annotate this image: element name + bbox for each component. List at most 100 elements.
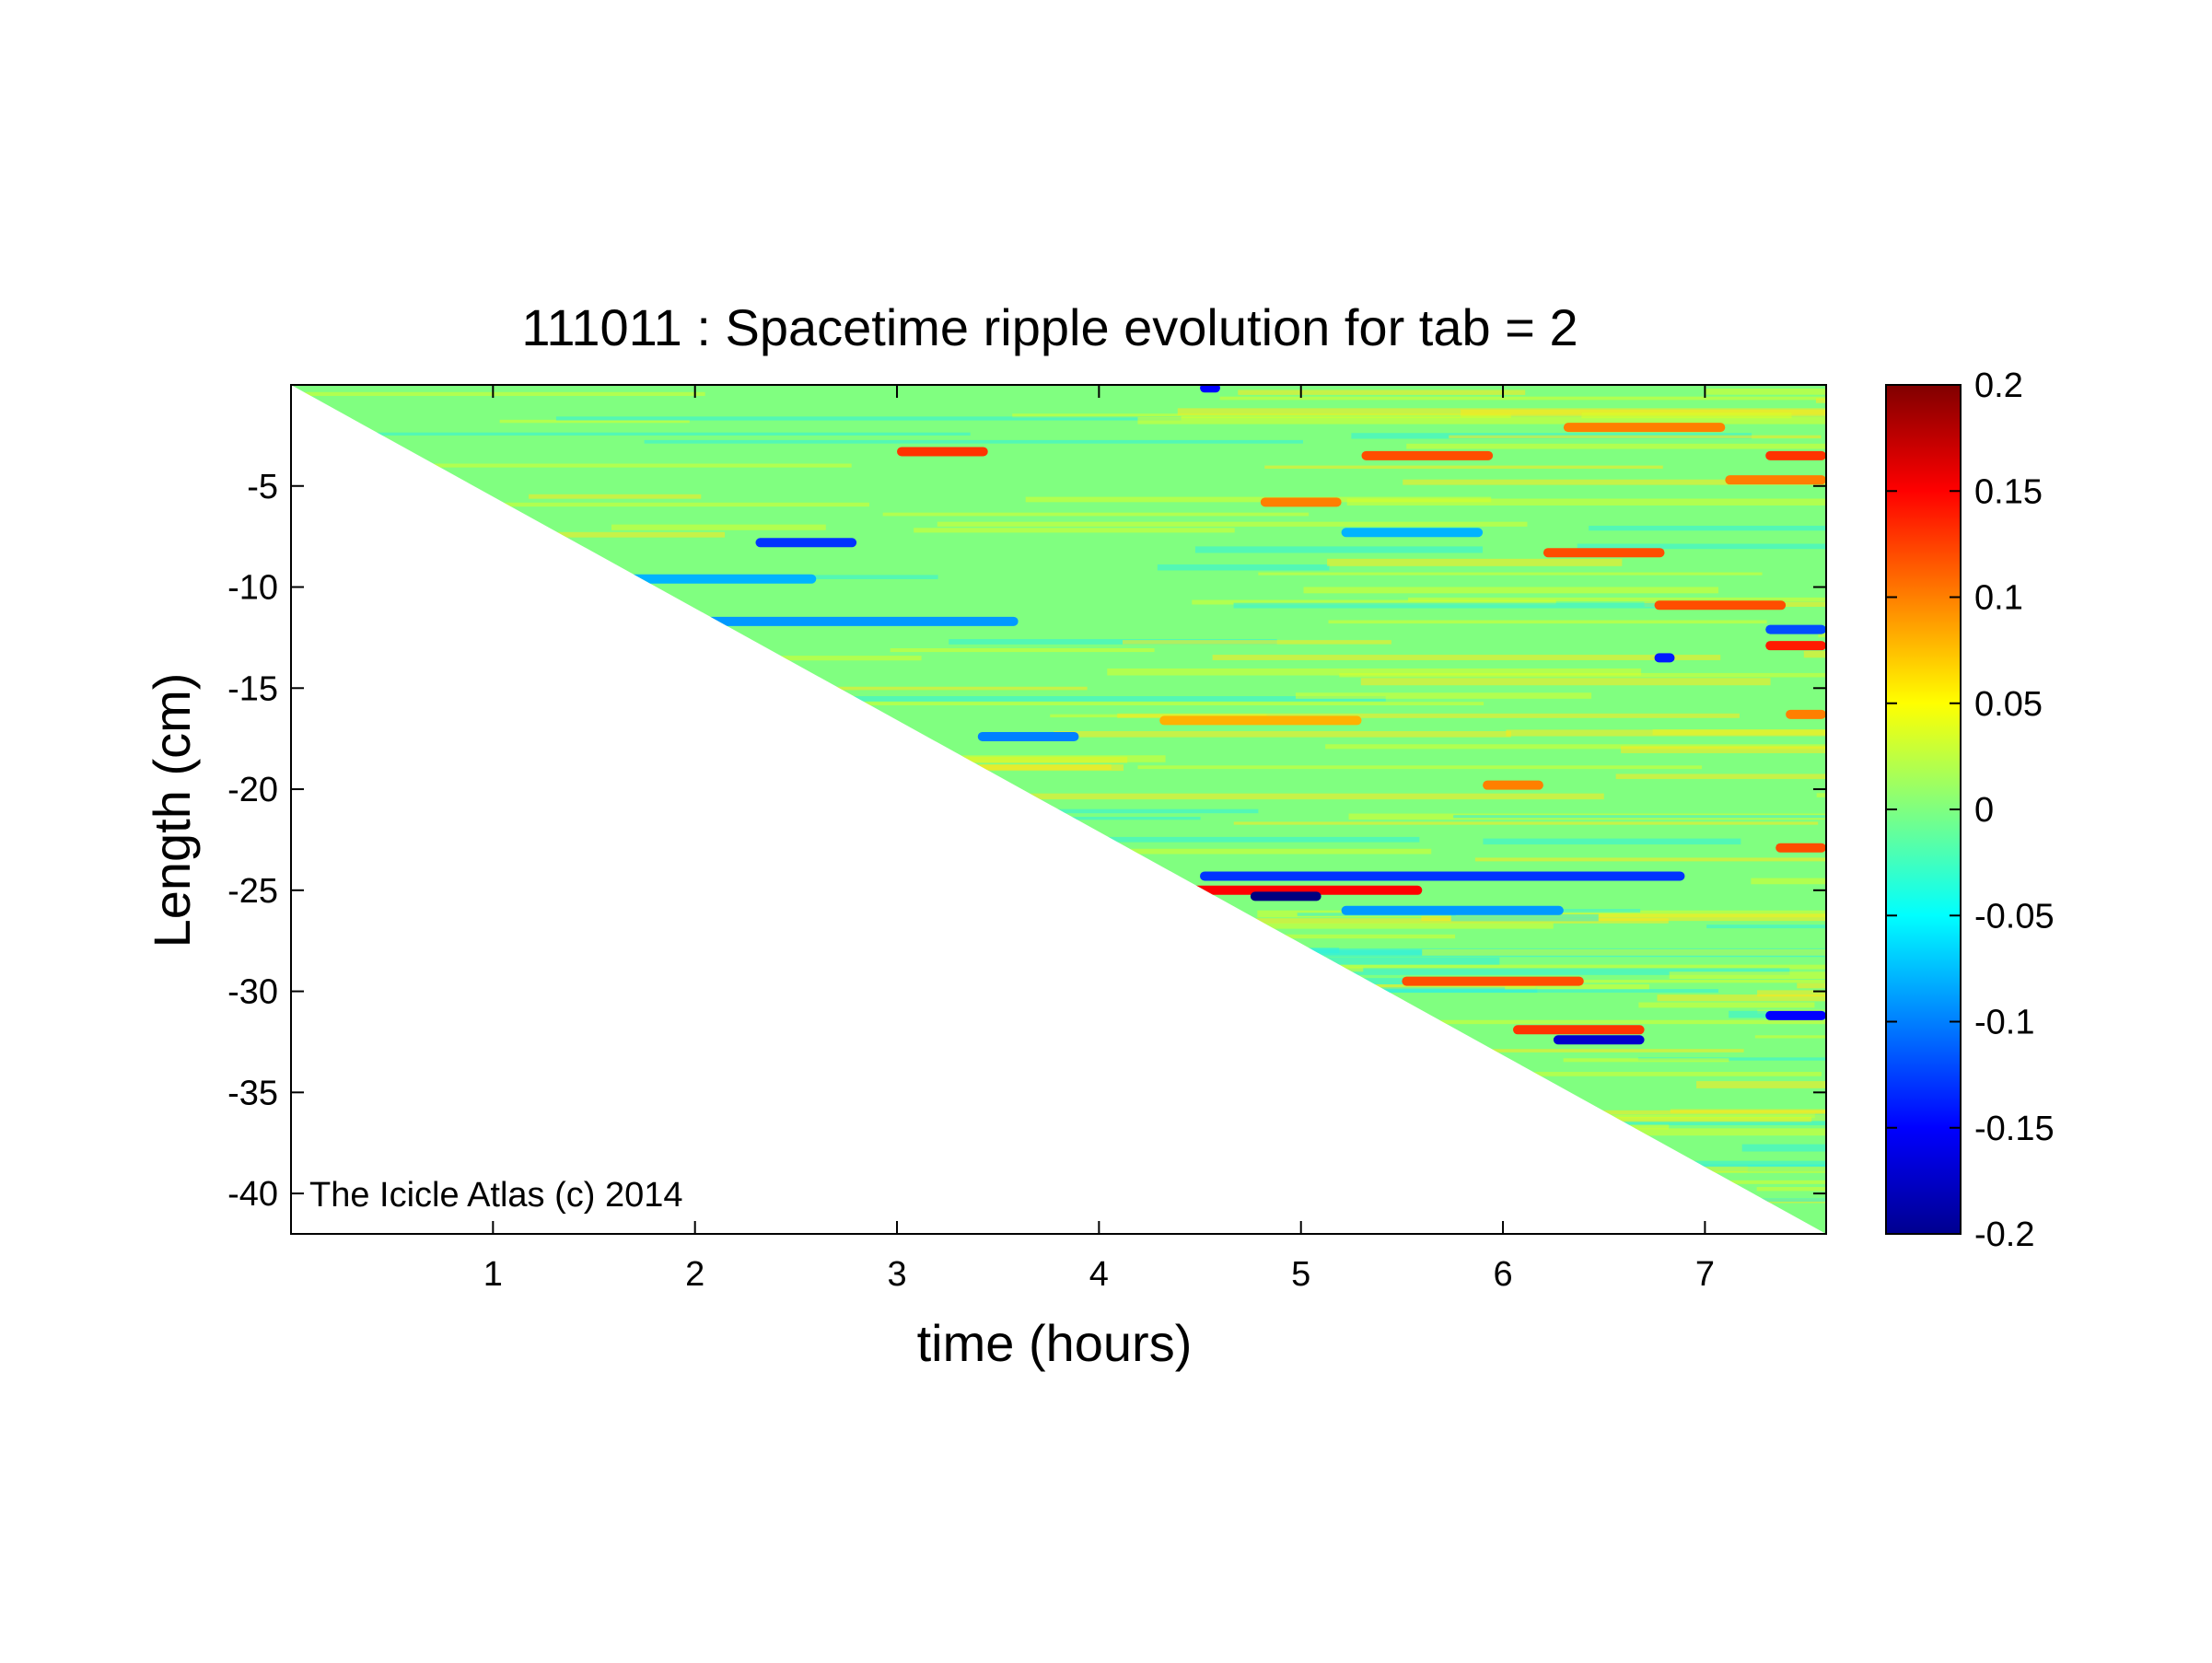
ripple-stripe — [583, 1111, 1185, 1114]
ripple-stripe — [1422, 948, 1826, 956]
y-tick-label: -40 — [227, 1175, 278, 1214]
y-tick-label: -25 — [227, 872, 278, 911]
ripple-stripe — [1219, 396, 1826, 401]
ripple-stripe — [450, 1060, 1180, 1066]
ripple-stripe — [1137, 765, 1703, 770]
colorbar-tick-label: 0 — [1974, 791, 1994, 830]
ripple-stripe — [1815, 398, 1826, 403]
ripple-feature-2 — [1563, 423, 1726, 433]
ripple-stripe — [490, 755, 1166, 762]
colorbar-tick-label: -0.05 — [1974, 897, 2055, 936]
ripple-stripe — [1816, 793, 1826, 797]
ripple-stripe — [1615, 773, 1826, 780]
ripple-stripe — [1483, 838, 1741, 845]
ripple-stripe — [371, 1078, 796, 1086]
ripple-feature-27 — [1786, 709, 1826, 719]
ripple-stripe — [1339, 672, 1826, 678]
ripple-stripe — [911, 848, 1432, 855]
ripple-stripe — [969, 793, 1604, 800]
ripple-stripe — [1403, 479, 1826, 485]
ripple-stripe — [413, 690, 772, 696]
colorbar-tick-label: -0.15 — [1974, 1110, 2055, 1148]
ripple-stripe — [499, 419, 690, 424]
ripple-feature-20 — [1250, 891, 1321, 901]
ripple-stripe — [882, 512, 1310, 517]
ripple-feature-19 — [1180, 885, 1423, 895]
ripple-stripe — [293, 1163, 517, 1167]
ripple-feature-23 — [1513, 1025, 1645, 1035]
ripple-stripe — [954, 764, 1123, 772]
colorbar-ticks: 0.2 0.15 0.1 0.05 0 -0.05 -0.1 -0.15 -0.2 — [1886, 366, 2055, 1254]
ripple-stripe — [1360, 678, 1771, 686]
ripple-stripe — [299, 903, 630, 910]
colorbar-tick-label: 0.2 — [1974, 366, 2023, 405]
x-axis-label: time (hours) — [917, 1314, 1193, 1372]
ripple-stripe — [1046, 1049, 1744, 1052]
ripple-stripe — [635, 904, 1149, 909]
ripple-stripe — [471, 502, 869, 507]
ripple-stripe — [1406, 443, 1826, 449]
ripple-feature-0 — [897, 447, 988, 457]
ripple-stripe — [1757, 990, 1826, 997]
ripple-stripe — [1506, 729, 1826, 737]
ripple-stripe — [806, 702, 1484, 705]
ripple-stripe — [472, 1141, 926, 1148]
ripple-stripe — [560, 977, 774, 981]
ripple-stripe — [1450, 913, 1599, 922]
ripple-stripe — [611, 524, 826, 530]
ripple-stripe — [1621, 746, 1826, 753]
ripple-feature-9 — [1654, 600, 1787, 611]
x-tick-label: 3 — [887, 1255, 906, 1294]
ripple-stripe — [413, 735, 747, 740]
y-tick-label: -10 — [227, 569, 278, 608]
ripple-stripe — [1328, 620, 1767, 624]
ripple-stripe — [1212, 655, 1721, 660]
chart-title: 111011 : Spacetime ripple evolution for … — [521, 298, 1578, 356]
ripple-stripe — [1122, 640, 1391, 645]
ripple-stripe — [667, 808, 1259, 814]
ripple-stripe — [1581, 412, 1792, 419]
ripple-stripe — [529, 494, 702, 499]
ripple-stripe — [1669, 971, 1826, 980]
ripple-stripe — [644, 439, 1303, 444]
ripple-stripe — [1264, 465, 1663, 470]
ripple-stripe — [1054, 731, 1511, 738]
ripple-feature-5 — [755, 538, 857, 548]
ripple-feature-10 — [1654, 653, 1675, 663]
ripple-stripe — [451, 1065, 1183, 1073]
ripple-feature-1 — [1361, 450, 1494, 460]
x-tick-label: 5 — [1291, 1255, 1310, 1294]
ripple-stripe — [1192, 599, 1556, 605]
ripple-stripe — [728, 970, 1327, 978]
plot-frame — [290, 384, 1827, 1235]
ripple-stripe — [1325, 744, 1826, 750]
ripple-stripe — [1637, 1057, 1826, 1061]
ripple-stripe — [293, 432, 971, 436]
ripple-stripe — [1260, 957, 1500, 965]
y-axis-label: Length (cm) — [143, 673, 201, 948]
colorbar-tick-label: 0.1 — [1974, 579, 2023, 618]
ripple-stripe — [1303, 587, 1718, 594]
ripple-stripe — [912, 934, 1456, 939]
ripple-stripe — [1346, 498, 1826, 506]
ripple-stripe — [1696, 1081, 1826, 1088]
ripple-stripe — [712, 1095, 1046, 1100]
copyright-annotation: The Icicle Atlas (c) 2014 — [309, 1176, 683, 1215]
ripple-stripe — [1335, 1019, 1826, 1025]
ripple-stripe — [1267, 964, 1826, 970]
ripple-feature-14 — [594, 574, 817, 584]
y-axis: -5 -10 -15 -20 -25 -30 -35 -40 — [227, 468, 1826, 1214]
ripple-stripe — [1797, 983, 1826, 989]
y-tick-label: -30 — [227, 973, 278, 1012]
ripple-stripe — [1107, 668, 1642, 676]
ripple-stripe — [1199, 1072, 1822, 1076]
ripple-stripe — [600, 663, 761, 669]
ripple-feature-8 — [1260, 497, 1342, 507]
ripple-stripe — [1012, 413, 1511, 418]
ripple-stripe — [1577, 543, 1826, 550]
ripple-stripe — [1177, 408, 1826, 415]
ripple-feature-7 — [1543, 548, 1665, 558]
ripple-feature-15 — [1159, 715, 1362, 726]
ripple-stripe — [527, 730, 716, 735]
